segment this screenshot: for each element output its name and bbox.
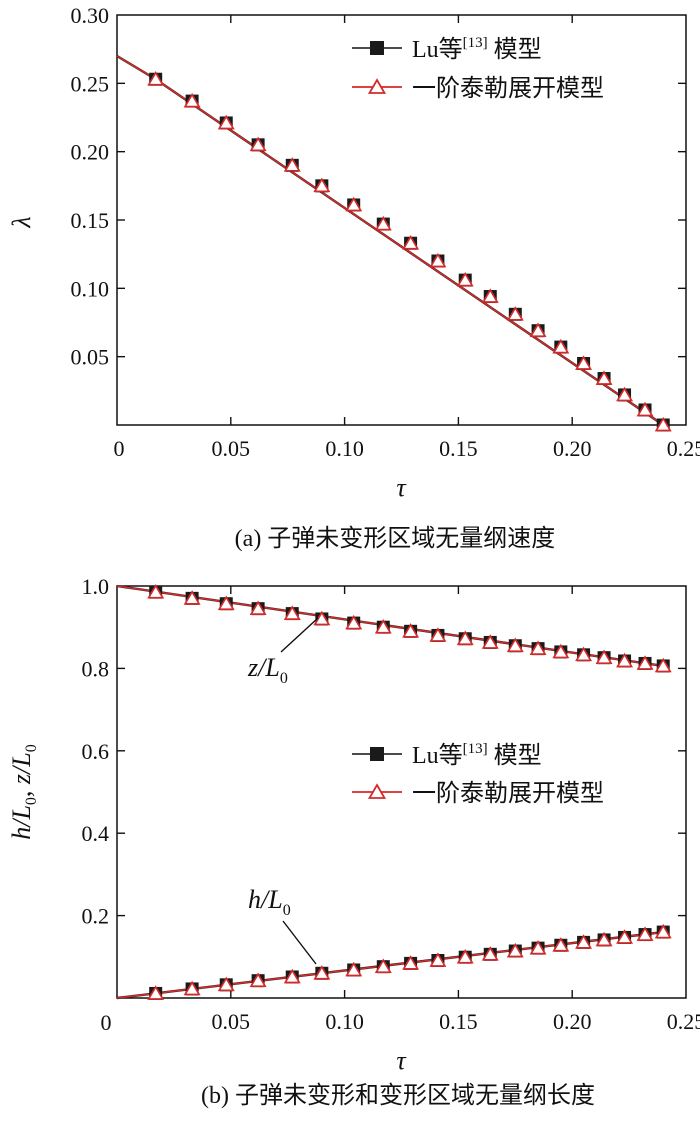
a-y-tick-label: 0.20 [71,140,110,165]
b-legend-lu-marker [370,747,384,761]
caption-a: (a) 子弹未变形区域无量纲速度 [235,525,556,552]
a-y-tick-label: 0.30 [71,3,110,28]
a-y-tick-label: 0.05 [71,345,110,370]
a-y-tick-label: 0.25 [71,71,110,96]
b-annotation-z-label: z/L0 [247,653,288,687]
b-y-tick-label: 1.0 [82,574,110,599]
a-x-tick-label: 0.05 [212,436,251,461]
a-x-axis-title: τ [396,473,407,502]
b-annotation-h: h/L0 [248,885,316,964]
b-y-tick-label: 0.8 [82,656,110,681]
b-legend: Lu等[13] 模型 一阶泰勒展开模型 [352,741,604,807]
b-annotation-h-leader [283,921,316,964]
b-legend-lu-label: Lu等[13] 模型 [412,741,542,769]
a-x-tick-labels: 0 0.05 0.10 0.15 0.20 0.25 [114,436,700,461]
b-y-axis-title: h/L0, z/L0 [7,744,40,840]
a-legend-taylor-label: 一阶泰勒展开模型 [412,75,604,102]
b-annotation-z: z/L0 [247,618,318,687]
b-y-tick-label: 0.4 [82,821,110,846]
a-legend: Lu等[13] 模型 一阶泰勒展开模型 [352,35,604,102]
b-y-tick-label: 0.6 [82,739,110,764]
b-x-axis-title: τ [396,1046,407,1075]
a-x-tick-label: 0.20 [553,436,592,461]
a-y-axis-title: λ [7,216,36,228]
b-x-tick-label: 0.10 [325,1009,364,1034]
a-x-tick-label: 0 [114,436,125,461]
b-x-tick-label: 0.25 [667,1009,700,1034]
a-x-tick-label: 0.25 [667,436,700,461]
panel-b: 0.05 0.10 0.15 0.20 0.25 0.2 0.4 0.6 0.8 1.0 0 τ… [7,574,700,1109]
b-annotation-z-leader [281,618,318,652]
b-y-tick-label: 0.2 [82,904,110,929]
b-x-origin-label: 0 [101,1010,112,1035]
b-annotation-h-label: h/L0 [248,885,291,919]
b-x-tick-label: 0.15 [439,1009,478,1034]
a-x-tick-label: 0.15 [439,436,478,461]
b-legend-taylor-label: 一阶泰勒展开模型 [412,780,604,807]
a-legend-lu-label: Lu等[13] 模型 [412,35,542,63]
b-x-tick-labels: 0.05 0.10 0.15 0.20 0.25 [212,1009,700,1034]
a-legend-lu-marker [370,41,384,55]
a-y-tick-labels: 0.05 0.10 0.15 0.20 0.25 0.30 [71,3,110,370]
a-y-tick-label: 0.15 [71,208,110,233]
b-x-tick-label: 0.20 [553,1009,592,1034]
caption-b: (b) 子弹未变形和变形区域无量纲长度 [201,1082,595,1109]
a-y-tick-label: 0.10 [71,276,110,301]
b-y-tick-labels: 0.2 0.4 0.6 0.8 1.0 [82,574,110,929]
a-x-tick-label: 0.10 [325,436,364,461]
b-x-tick-label: 0.05 [212,1009,251,1034]
